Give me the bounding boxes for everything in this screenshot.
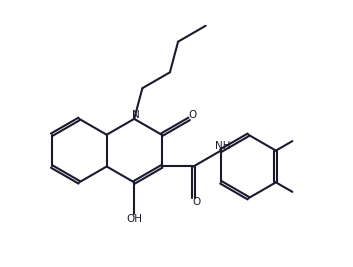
Text: OH: OH [126,214,142,224]
Text: N: N [132,110,140,120]
Text: NH: NH [215,141,231,151]
Text: O: O [193,197,201,207]
Text: O: O [189,110,197,120]
